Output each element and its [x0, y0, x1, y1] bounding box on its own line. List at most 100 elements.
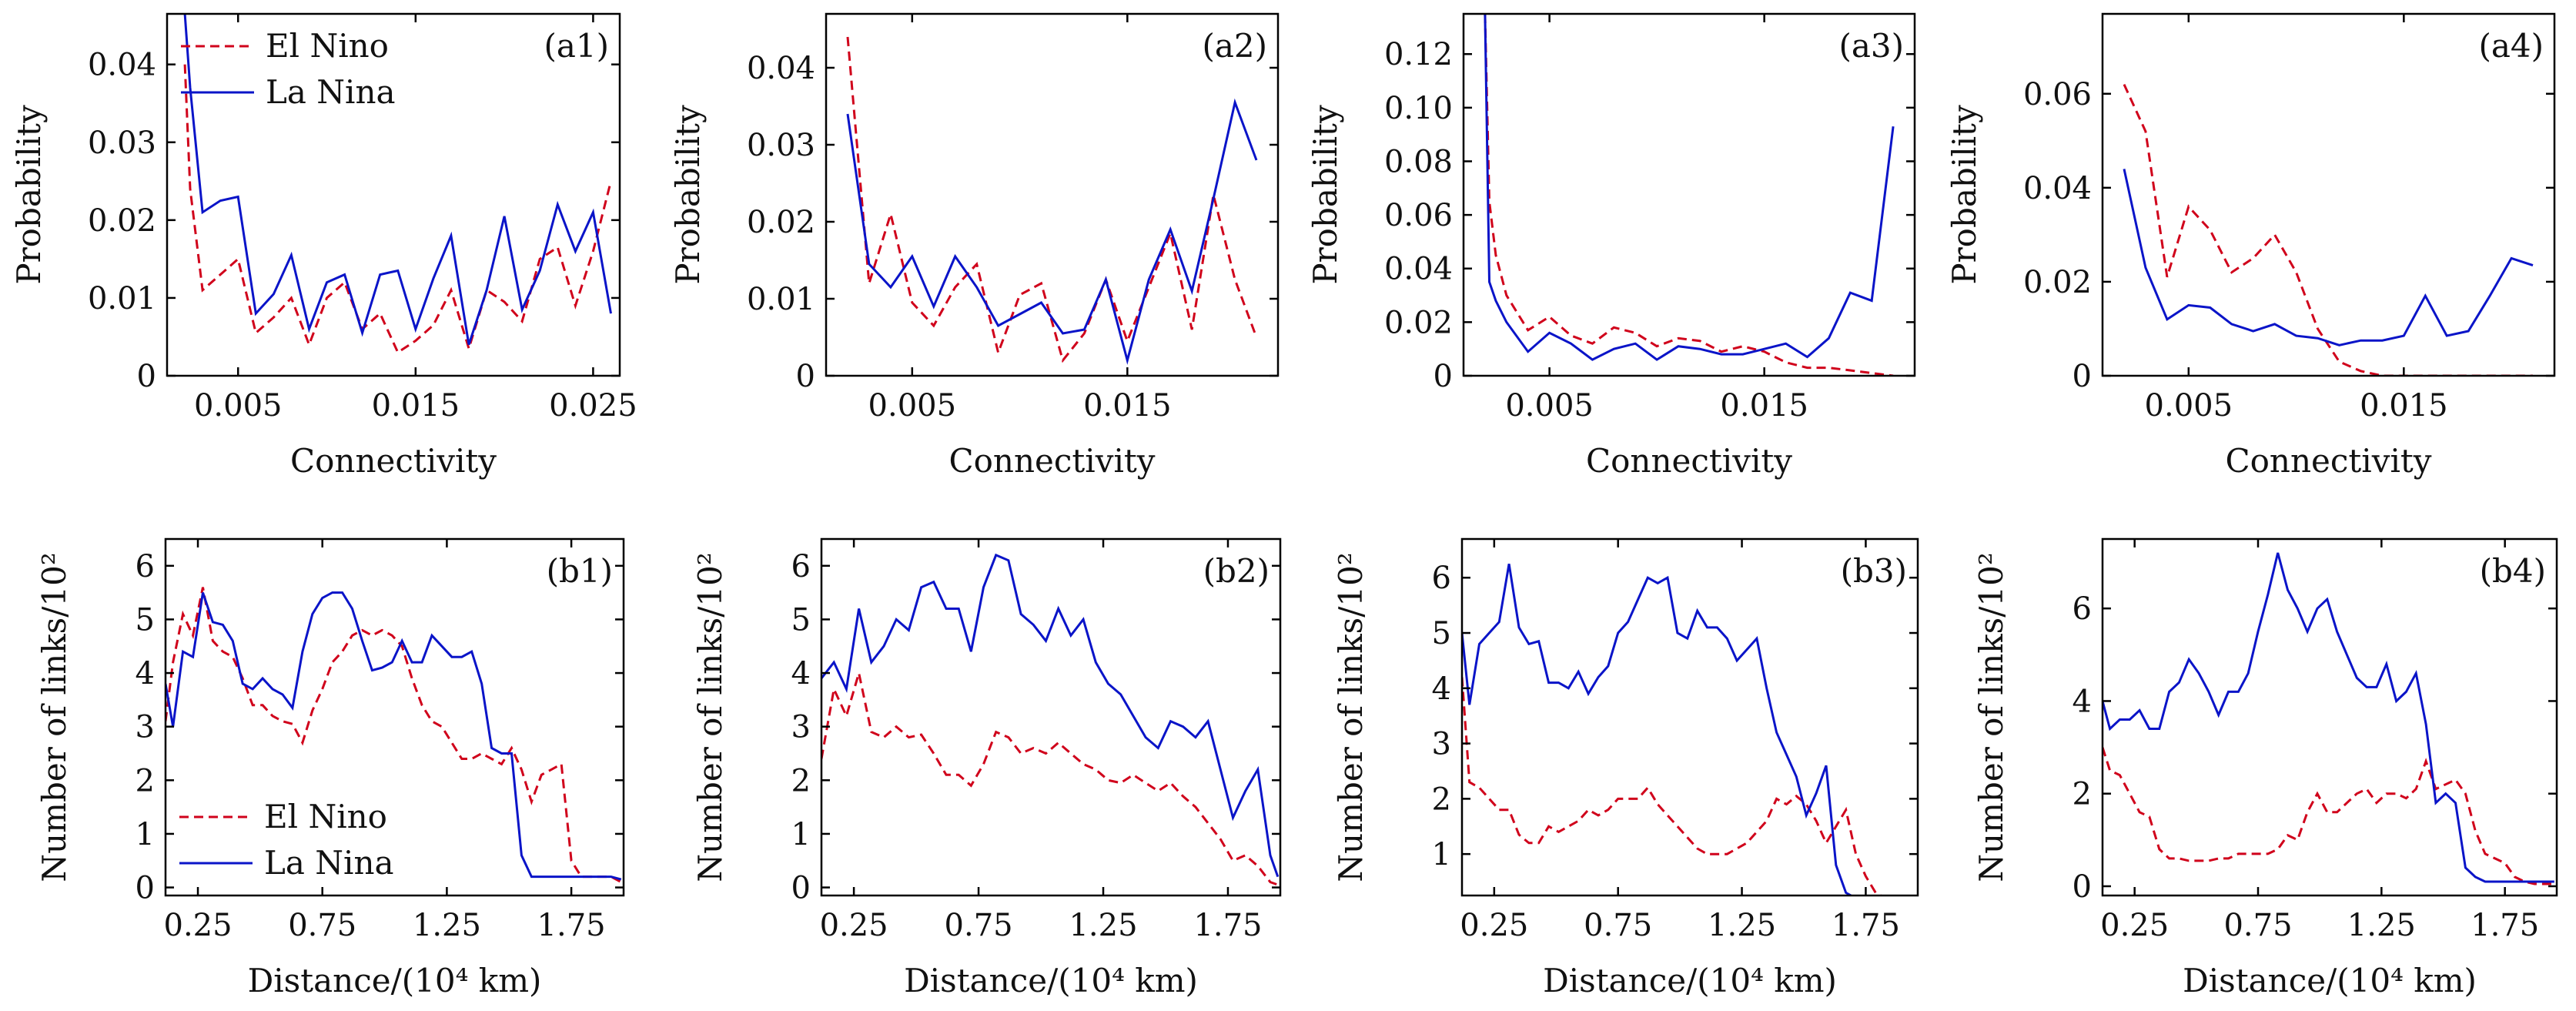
y-tick-label: 0.02: [1384, 305, 1453, 340]
x-axis-label: Connectivity: [290, 442, 497, 480]
y-tick-label: 0.03: [747, 128, 815, 163]
y-tick-label: 2: [2073, 777, 2092, 812]
y-tick-label: 5: [791, 602, 811, 638]
legend-label: La Nina: [266, 73, 396, 111]
y-tick-label: 0: [2073, 359, 2092, 394]
y-axis-label: Number of links/10²: [35, 552, 73, 882]
y-tick-label: 5: [135, 602, 155, 638]
x-tick-label: 0.015: [372, 388, 460, 423]
y-tick-label: 0.04: [2023, 171, 2092, 206]
plot-frame: [1460, 537, 1919, 897]
y-axis-label: Probability: [10, 105, 48, 285]
series-line-el-nino: [2103, 747, 2554, 885]
y-tick-label: 5: [1432, 616, 1451, 651]
series-line-la-nina: [2103, 552, 2554, 883]
x-tick-label: 0.75: [288, 908, 356, 943]
legend-label: El Nino: [266, 27, 389, 65]
y-tick-label: 4: [1432, 671, 1451, 707]
panel-label: (b3): [1841, 552, 1907, 590]
panel-label: (b2): [1203, 552, 1270, 590]
panel-b2: 0.25 0.75 1.25 1.75 0 1 2 3 4 5 6 Distance/(10⁴ km)…: [691, 537, 1282, 999]
y-tick-label: 3: [791, 710, 811, 745]
y-tick-label: 0: [796, 359, 815, 394]
x-axis-label: Connectivity: [2226, 442, 2432, 480]
plot-frame: [820, 537, 1282, 897]
x-tick-label: 1.75: [1193, 908, 1262, 943]
series-line-la-nina: [2123, 169, 2534, 346]
x-tick-label: 0.005: [868, 388, 957, 423]
series-line-la-nina: [846, 98, 1258, 365]
x-axis-label: Distance/(10⁴ km): [1543, 962, 1837, 999]
x-tick-label: 1.75: [537, 908, 606, 943]
panel-label: (a1): [544, 27, 609, 65]
x-tick-label: 0.015: [1083, 388, 1172, 423]
y-axis-label: Number of links/10²: [1972, 552, 2010, 882]
y-tick-label: 2: [135, 763, 155, 798]
y-tick-label: 0: [1434, 359, 1453, 394]
x-tick-label: 0.75: [1584, 908, 1652, 943]
plot-frame: [2101, 537, 2558, 897]
y-tick-label: 0.03: [88, 126, 156, 161]
panel-label: (b4): [2480, 552, 2546, 590]
y-tick-label: 4: [2073, 684, 2092, 719]
x-tick-label: 0.005: [194, 388, 283, 423]
y-tick-label: 0: [791, 871, 811, 906]
plot-frame: [164, 537, 625, 897]
x-tick-label: 0.015: [1720, 388, 1808, 423]
series-line-la-nina: [183, 14, 612, 346]
panel-a3: 0.005 0.015 0 0.02 0.04 0.06 0.08 0.10 0.12 Conne…: [1306, 12, 1916, 480]
x-tick-label: 0.25: [2100, 908, 2169, 943]
y-tick-label: 0.01: [747, 282, 815, 317]
legend: El Nino La Nina: [179, 798, 394, 882]
x-tick-label: 0.75: [945, 908, 1013, 943]
y-tick-label: 0.06: [1384, 198, 1453, 233]
y-tick-label: 0.02: [88, 203, 156, 239]
y-tick-label: 0.08: [1384, 144, 1453, 179]
y-tick-label: 0.04: [1384, 252, 1453, 287]
series-line-el-nino: [1484, 14, 1894, 376]
x-tick-label: 0.005: [2145, 388, 2233, 423]
y-axis-label: Number of links/10²: [691, 552, 729, 882]
y-tick-label: 6: [135, 549, 155, 584]
series-line-la-nina: [1462, 564, 1854, 896]
series-line-el-nino: [821, 672, 1279, 886]
x-tick-label: 0.005: [1505, 388, 1594, 423]
series-line-la-nina: [821, 553, 1280, 878]
x-tick-label: 0.75: [2223, 908, 2292, 943]
y-tick-label: 4: [135, 656, 155, 691]
panel-label: (a2): [1202, 27, 1267, 65]
x-axis-label: Connectivity: [949, 442, 1156, 480]
x-tick-label: 1.25: [1708, 908, 1776, 943]
panel-a1: 0.005 0.015 0.025 0 0.01 0.02 0.03 0.04 Connecti…: [10, 12, 637, 480]
x-tick-label: 1.75: [1832, 908, 1900, 943]
panel-a4: 0.005 0.015 0 0.02 0.04 0.06 Connectivity Proba…: [1945, 12, 2556, 480]
y-tick-label: 0.04: [88, 48, 156, 83]
plot-frame: [166, 12, 621, 377]
series-line-el-nino: [1462, 677, 1883, 896]
y-tick-label: 0.04: [747, 51, 815, 86]
x-tick-label: 0.25: [164, 908, 233, 943]
panel-b1: 0.25 0.75 1.25 1.75 0 1 2 3 4 5 6 Distance/(10⁴ km)…: [35, 537, 625, 999]
panel-label: (b1): [547, 552, 613, 590]
series-line-la-nina: [166, 591, 622, 881]
y-tick-label: 0.06: [2023, 77, 2092, 112]
x-tick-label: 1.25: [413, 908, 481, 943]
y-tick-label: 1: [135, 817, 155, 852]
x-tick-label: 0.025: [549, 388, 637, 423]
y-tick-label: 0: [2073, 869, 2092, 905]
x-axis-label: Connectivity: [1586, 442, 1792, 480]
x-axis-label: Distance/(10⁴ km): [904, 962, 1198, 999]
x-axis-label: Distance/(10⁴ km): [248, 962, 542, 999]
x-tick-label: 0.015: [2360, 388, 2448, 423]
x-tick-label: 1.25: [2347, 908, 2416, 943]
x-axis-label: Distance/(10⁴ km): [2183, 962, 2477, 999]
y-tick-label: 6: [791, 549, 811, 584]
y-tick-label: 2: [791, 763, 811, 798]
y-axis-label: Probability: [669, 105, 707, 285]
y-tick-label: 2: [1432, 782, 1451, 817]
y-tick-label: 0.10: [1384, 91, 1453, 126]
plot-frame: [1462, 12, 1916, 377]
y-tick-label: 3: [1432, 727, 1451, 762]
x-tick-label: 0.25: [820, 908, 888, 943]
y-tick-label: 0: [135, 871, 155, 906]
